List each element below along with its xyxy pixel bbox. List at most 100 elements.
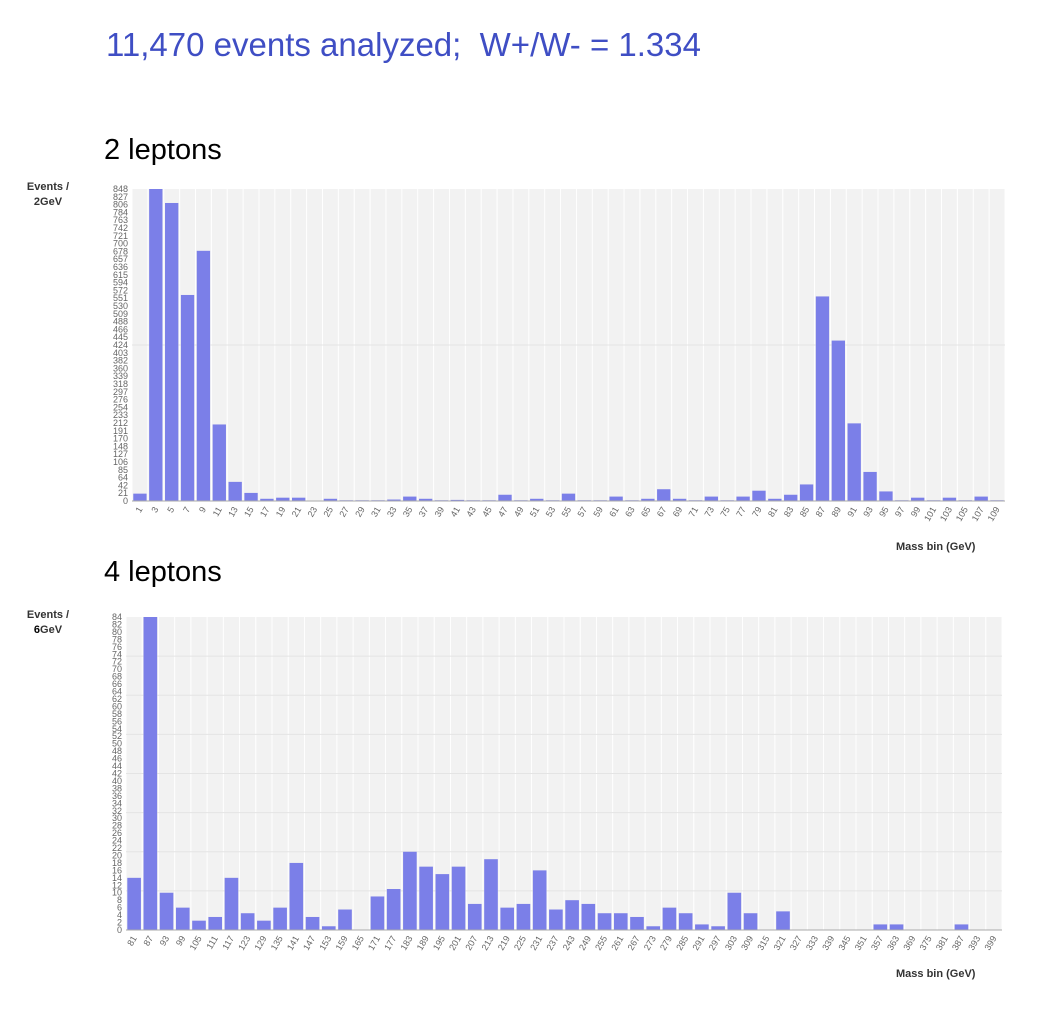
chart1-bar <box>799 484 814 501</box>
chart1-y-tick-label: 318 <box>113 379 128 389</box>
chart2-y-axis-label: Events / 6GeV <box>18 608 78 638</box>
chart1-x-tick-label: 63 <box>623 505 637 519</box>
chart2-y-tick-label: 80 <box>112 627 122 637</box>
chart2-plot: 81 87 93 99 105 111 117 123 129 135 141 147 153 159 16… <box>112 612 1003 952</box>
chart1-bar <box>530 498 544 501</box>
chart2-x-tick-label: 165 <box>350 934 366 952</box>
chart2-bar <box>484 859 498 930</box>
chart2-x-tick-label: 171 <box>366 934 382 952</box>
chart2-x-tick-label: 315 <box>755 934 771 952</box>
chart2-x-tick-label: 153 <box>317 934 333 952</box>
chart1-x-tick-label: 17 <box>258 505 272 519</box>
chart1-x-tick-label: 13 <box>226 505 240 519</box>
chart2-bar <box>646 926 661 930</box>
chart2-x-tick-label: 249 <box>577 934 593 952</box>
chart1-y-axis-label-unit: 2GeV <box>33 196 63 208</box>
chart1-x-tick-label: 51 <box>528 505 542 519</box>
chart1-y-tick-label: 127 <box>113 449 128 459</box>
chart2-bar <box>889 924 904 930</box>
chart2-y-tick-label: 28 <box>112 821 122 831</box>
chart2-y-axis-label-unit: GeV <box>40 624 63 636</box>
chart2-x-tick-label: 159 <box>334 934 350 952</box>
chart1-bar <box>641 498 655 501</box>
chart2-x-tick-label: 363 <box>885 934 901 952</box>
chart1-x-tick-label: 65 <box>639 505 653 519</box>
chart2-bar <box>532 870 547 930</box>
chart1-y-tick-label: 64 <box>118 473 128 483</box>
chart1-y-axis-label: Events / 2GeV <box>18 180 78 210</box>
chart2-y-tick-label: 12 <box>112 880 122 890</box>
chart2-x-tick-label: 351 <box>853 934 869 952</box>
chart1-y-tick-label: 530 <box>113 301 128 311</box>
chart1-bar <box>561 493 576 501</box>
chart1-y-tick-label: 445 <box>113 332 128 342</box>
chart2-x-tick-label: 327 <box>788 934 804 952</box>
chart1-bar <box>736 496 750 501</box>
chart2-bar <box>630 916 644 930</box>
chart2-x-tick-label: 267 <box>626 934 642 952</box>
chart2-x-tick-label: 279 <box>658 934 674 952</box>
chart1-y-tick-label: 106 <box>113 457 128 467</box>
chart2-y-axis-label-bold: 6 <box>33 624 41 636</box>
chart1-plot: 1 3 5 7 9 11 13 15 17 19 21 23 25 27 29 31 33 35 37 39 41 43 4… <box>113 184 1006 523</box>
chart2-x-tick-label: 231 <box>528 934 544 952</box>
chart2-x-tick-label: 399 <box>982 934 998 952</box>
chart2-bar <box>500 907 515 930</box>
chart2-bar <box>208 916 223 930</box>
chart2-bar <box>581 903 596 930</box>
chart1-bar <box>672 498 687 501</box>
chart2-bar <box>370 896 385 930</box>
chart1-y-tick-label: 297 <box>113 387 128 397</box>
chart2-y-axis-label-prefix: Events / <box>26 609 70 621</box>
chart1-y-tick-label: 509 <box>113 309 128 319</box>
chart2-x-tick-label: 261 <box>609 934 625 952</box>
chart1-x-tick-label: 79 <box>750 505 764 519</box>
chart1-y-tick-label: 360 <box>113 363 128 373</box>
chart1-x-tick-label: 55 <box>560 505 574 519</box>
chart1-x-tick-label: 43 <box>464 505 478 519</box>
chart1-x-tick-label: 67 <box>655 505 669 519</box>
chart1-x-tick-label: 53 <box>544 505 558 519</box>
chart1-bar <box>403 496 417 501</box>
chart2-bar <box>143 617 158 930</box>
chart1-y-tick-label: 657 <box>113 254 128 264</box>
chart2-y-tick-label: 50 <box>112 739 122 749</box>
chart1-x-tick-label: 27 <box>337 505 351 519</box>
chart1-bar <box>863 471 877 501</box>
chart2-y-tick-label: 8 <box>117 895 122 905</box>
chart1-bar <box>149 189 163 501</box>
chart1-bar <box>752 490 766 501</box>
chart2-y-tick-label: 10 <box>112 888 122 898</box>
chart2-y-tick-label: 56 <box>112 716 122 726</box>
chart2-bar <box>305 916 320 930</box>
chart1-x-tick-label: 23 <box>306 505 320 519</box>
chart2-y-tick-label: 54 <box>112 724 122 734</box>
chart2-y-tick-label: 60 <box>112 701 122 711</box>
chart2-y-tick-label: 78 <box>112 634 122 644</box>
chart1-x-tick-label: 99 <box>909 505 923 519</box>
chart2-bar <box>419 866 433 930</box>
chart2-y-tick-label: 18 <box>112 858 122 868</box>
chart1-bar <box>974 496 988 501</box>
chart2-x-tick-label: 387 <box>950 934 966 952</box>
chart1-x-tick-label: 81 <box>766 505 780 519</box>
chart1-x-tick-label: 25 <box>321 505 335 519</box>
chart2-bar <box>776 911 790 930</box>
chart2-bar <box>159 892 174 930</box>
chart2-x-tick-label: 381 <box>934 934 950 952</box>
chart2-x-tick-label: 219 <box>496 934 512 952</box>
chart2-bar <box>873 924 888 930</box>
chart1-bar <box>244 492 258 501</box>
chart1-x-tick-label: 39 <box>433 505 447 519</box>
chart2-bar <box>451 866 466 930</box>
chart1-bar <box>260 498 274 501</box>
chart1-x-tick-label: 7 <box>181 505 192 514</box>
chart1-bar <box>498 494 512 501</box>
chart2-x-tick-label: 135 <box>269 934 285 952</box>
chart2-y-tick-label: 76 <box>112 642 122 652</box>
chart2-x-tick-label: 141 <box>285 934 301 952</box>
chart1-x-tick-label: 1 <box>134 505 145 514</box>
chart1-y-tick-label: 21 <box>118 488 128 498</box>
chart1-y-tick-label: 488 <box>113 317 128 327</box>
chart1-y-tick-label: 339 <box>113 371 128 381</box>
